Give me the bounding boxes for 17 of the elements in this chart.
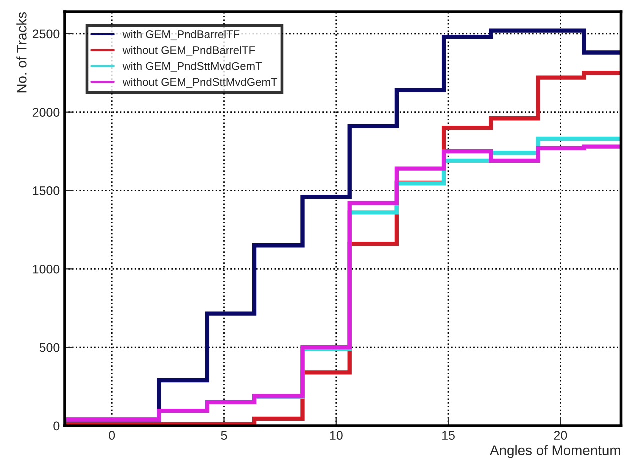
x-axis-title: Angles of Momentum bbox=[490, 445, 620, 458]
legend-label: with GEM_PndSttMvdGemT bbox=[122, 62, 262, 72]
x-tick-label: 10 bbox=[330, 431, 343, 440]
y-tick-label: 1500 bbox=[33, 186, 60, 196]
x-tick-label: 15 bbox=[442, 431, 455, 440]
y-tick-label: 1000 bbox=[33, 264, 60, 274]
x-tick-label: 0 bbox=[109, 431, 116, 440]
x-tick-label: 5 bbox=[221, 431, 228, 440]
y-axis-title: No. of Tracks bbox=[16, 12, 27, 93]
legend-label: with GEM_PndBarrelTF bbox=[122, 30, 240, 41]
y-tick-label: 500 bbox=[40, 343, 60, 352]
legend-label: without GEM_PndBarrelTF bbox=[122, 46, 256, 56]
y-tick-label: 2000 bbox=[32, 108, 60, 117]
x-tick-label: 20 bbox=[554, 431, 568, 440]
legend-label: without GEM_PndSttMvdGemT bbox=[122, 78, 278, 88]
y-tick-label: 0 bbox=[54, 422, 60, 431]
y-tick-label: 2500 bbox=[32, 30, 60, 39]
